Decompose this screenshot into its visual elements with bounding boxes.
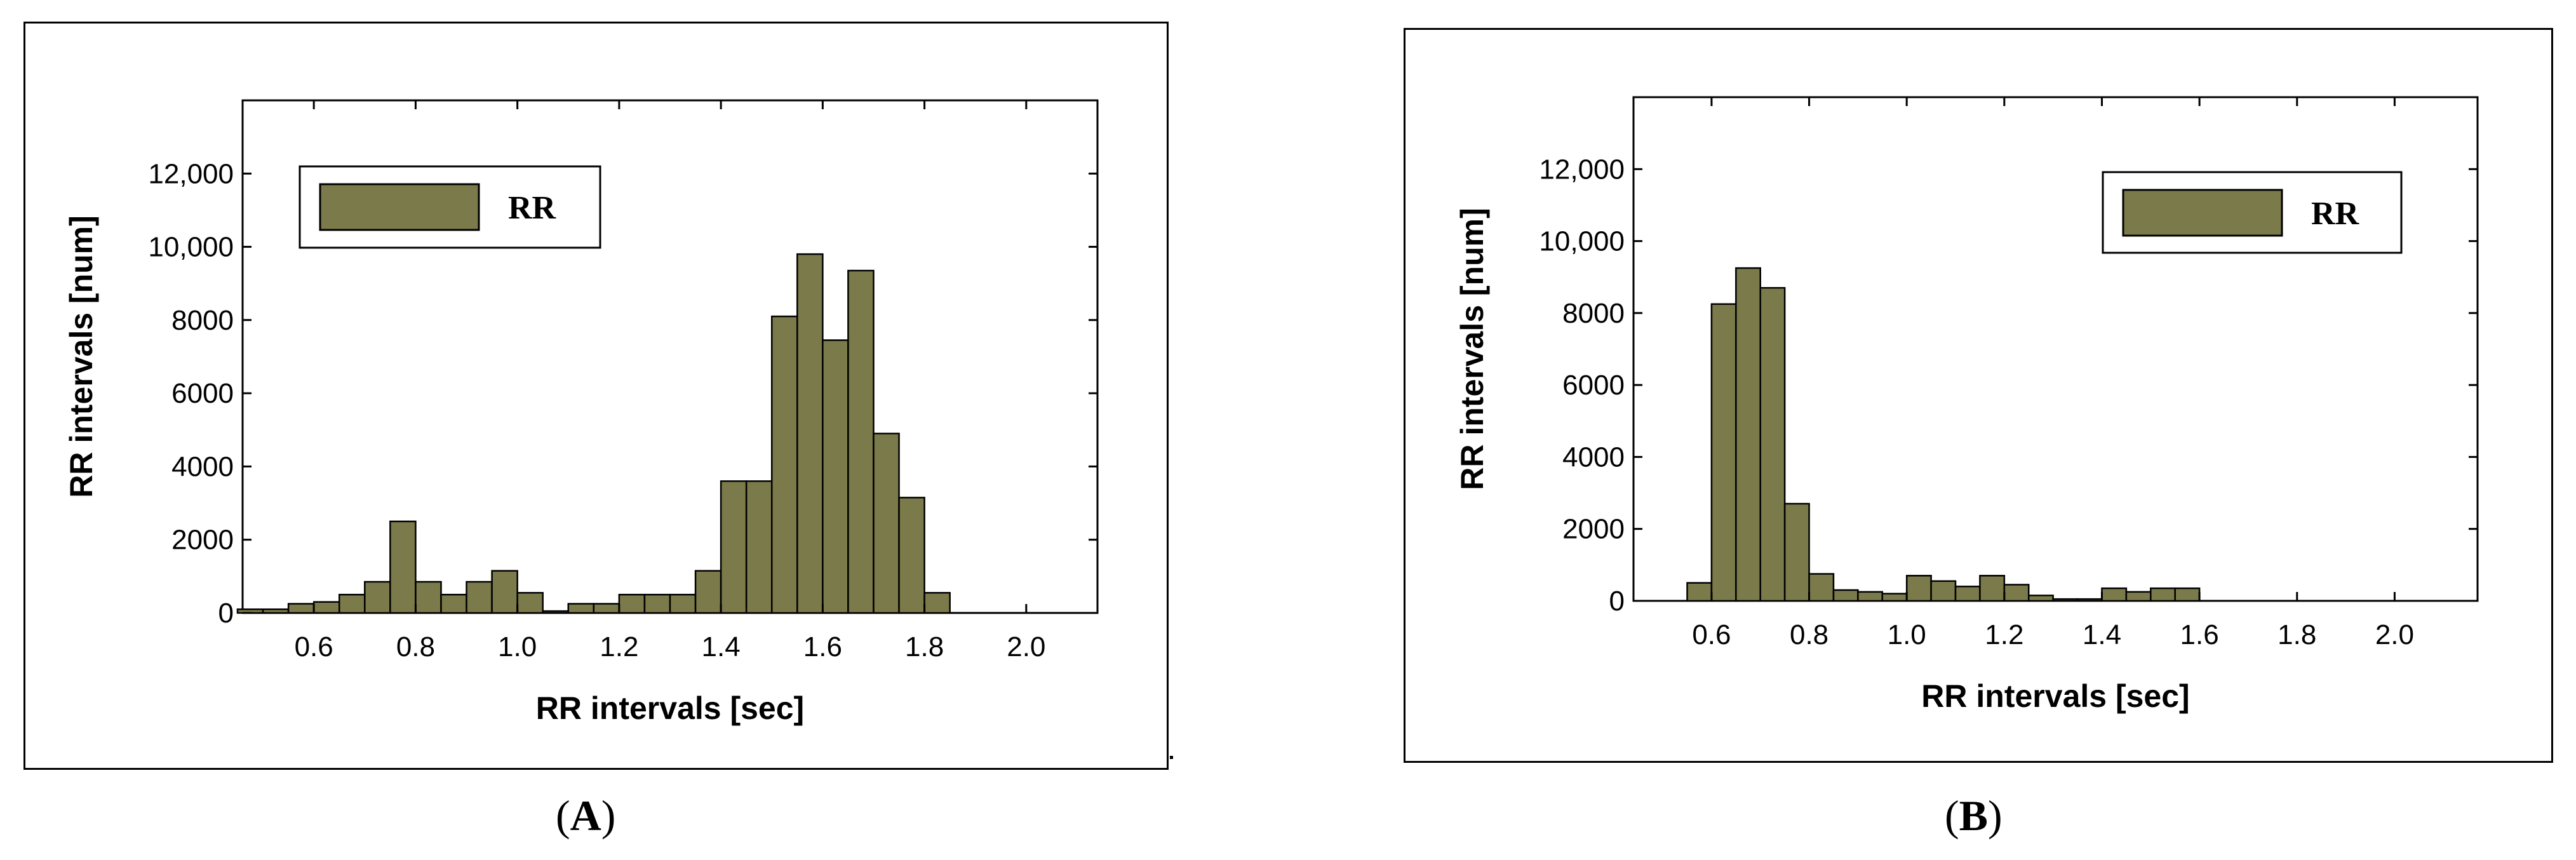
bar-b-20: [2174, 587, 2201, 602]
y-tick-label-a-6: 12,000: [148, 158, 234, 189]
bar-a-1: [262, 608, 290, 614]
bar-a-5: [364, 581, 391, 614]
x-tick-label-b-0: 0.6: [1692, 619, 1731, 650]
panel-a-letter: A: [570, 791, 601, 840]
histogram-a: 0.6 0.8 1.0 1.2 1.4 1.6 1.8 2.0 0 2000 4000 6000 800…: [64, 99, 1099, 726]
bar-b-17: [2101, 587, 2128, 602]
bar-a-22: [796, 253, 824, 614]
bar-b-12: [1979, 575, 2006, 602]
bar-a-3: [312, 601, 340, 614]
bar-a-12: [542, 610, 570, 614]
bar-b-8: [1881, 593, 1908, 602]
legend-swatch-b: [2122, 189, 2283, 237]
bar-a-6: [389, 520, 417, 614]
bar-a-24: [847, 269, 875, 614]
y-tick-label-b-5: 10,000: [1539, 226, 1625, 257]
y-tick-label-b-1: 2000: [1562, 514, 1625, 545]
bar-b-15: [2052, 598, 2079, 602]
x-tick-label-b-6: 1.8: [2277, 619, 2316, 650]
x-tick-label-a-0: 0.6: [295, 631, 333, 662]
y-tick-label-b-2: 4000: [1562, 441, 1625, 473]
bar-b-7: [1857, 591, 1884, 602]
bar-b-14: [2027, 595, 2054, 602]
bar-b-0: [1686, 582, 1713, 602]
x-tick-label-b-3: 1.2: [1985, 619, 2023, 650]
panel-b-letter: B: [1959, 791, 1989, 840]
bar-b-13: [2003, 584, 2030, 602]
histogram-b: 0.6 0.8 1.0 1.2 1.4 1.6 1.8 2.0 0 2000 4000 6000 800…: [1454, 96, 2479, 714]
bar-b-1: [1710, 303, 1737, 602]
legend-swatch-a: [319, 183, 480, 231]
bar-b-4: [1783, 502, 1810, 602]
bar-a-15: [618, 593, 646, 614]
panel-a-frame: 0.6 0.8 1.0 1.2 1.4 1.6 1.8 2.0 0 2000 4000 6000 800…: [23, 22, 1169, 770]
bar-b-10: [1930, 580, 1957, 602]
y-tick-label-a-0: 0: [218, 598, 234, 629]
x-tick-label-a-3: 1.2: [600, 631, 638, 662]
bar-a-7: [415, 581, 442, 614]
bar-a-26: [898, 497, 925, 614]
bar-a-2: [287, 603, 315, 614]
bar-a-21: [770, 315, 798, 614]
bar-a-27: [923, 592, 951, 614]
y-tick-label-a-1: 2000: [171, 525, 234, 556]
x-tick-label-a-2: 1.0: [498, 631, 537, 662]
stray-dot: [1170, 756, 1173, 759]
bar-b-6: [1832, 589, 1859, 602]
y-tick-label-b-6: 12,000: [1539, 154, 1625, 185]
panel-b-caption: (B): [1945, 791, 2002, 840]
legend-label-a: RR: [508, 190, 557, 226]
bar-b-11: [1954, 586, 1981, 602]
x-tick-label-a-6: 1.8: [905, 631, 944, 662]
x-tick-label-b-5: 1.6: [2180, 619, 2219, 650]
legend-label-b: RR: [2311, 196, 2360, 232]
bar-b-3: [1759, 286, 1786, 602]
bar-b-18: [2125, 591, 2152, 602]
bar-b-2: [1735, 267, 1761, 602]
bar-b-19: [2150, 587, 2176, 602]
bar-b-9: [1905, 575, 1932, 602]
x-tick-label-a-1: 0.8: [396, 631, 435, 662]
bar-a-20: [745, 480, 773, 614]
panel-a-caption: (A): [556, 791, 616, 840]
y-tick-label-a-5: 10,000: [148, 232, 234, 263]
y-tick-label-b-3: 6000: [1562, 370, 1625, 401]
bar-b-5: [1808, 573, 1835, 602]
y-tick-label-b-4: 8000: [1562, 298, 1625, 329]
bar-a-25: [873, 433, 900, 614]
bar-a-19: [720, 480, 748, 614]
x-axis-title-a: RR intervals [sec]: [536, 690, 804, 726]
x-tick-label-b-4: 1.4: [2083, 619, 2121, 650]
bar-a-13: [567, 603, 595, 614]
y-tick-label-b-0: 0: [1609, 586, 1625, 617]
bar-a-8: [440, 593, 467, 614]
x-tick-label-a-4: 1.4: [702, 631, 741, 662]
x-tick-label-b-7: 2.0: [2375, 619, 2414, 650]
bar-a-4: [338, 593, 366, 614]
bar-a-14: [593, 603, 621, 614]
bar-a-23: [822, 339, 849, 614]
y-tick-label-a-3: 6000: [171, 378, 234, 409]
bar-a-16: [643, 593, 671, 614]
bar-a-9: [466, 581, 493, 614]
panel-b-frame: 0.6 0.8 1.0 1.2 1.4 1.6 1.8 2.0 0 2000 4000 6000 800…: [1404, 28, 2553, 763]
bar-a-18: [694, 570, 722, 614]
x-axis-title-b: RR intervals [sec]: [1921, 678, 2189, 714]
y-tick-label-a-2: 4000: [171, 451, 234, 482]
y-axis-title-a: RR intervals [num]: [64, 215, 99, 498]
x-tick-label-b-1: 0.8: [1790, 619, 1828, 650]
y-axis-title-b: RR intervals [num]: [1454, 208, 1490, 490]
y-tick-label-a-4: 8000: [171, 305, 234, 336]
bar-a-17: [669, 593, 697, 614]
x-tick-label-a-7: 2.0: [1007, 631, 1045, 662]
bar-a-10: [491, 570, 518, 614]
x-tick-label-a-5: 1.6: [803, 631, 842, 662]
bar-b-16: [2076, 598, 2103, 602]
bar-a-11: [516, 592, 544, 614]
x-tick-label-b-2: 1.0: [1888, 619, 1926, 650]
